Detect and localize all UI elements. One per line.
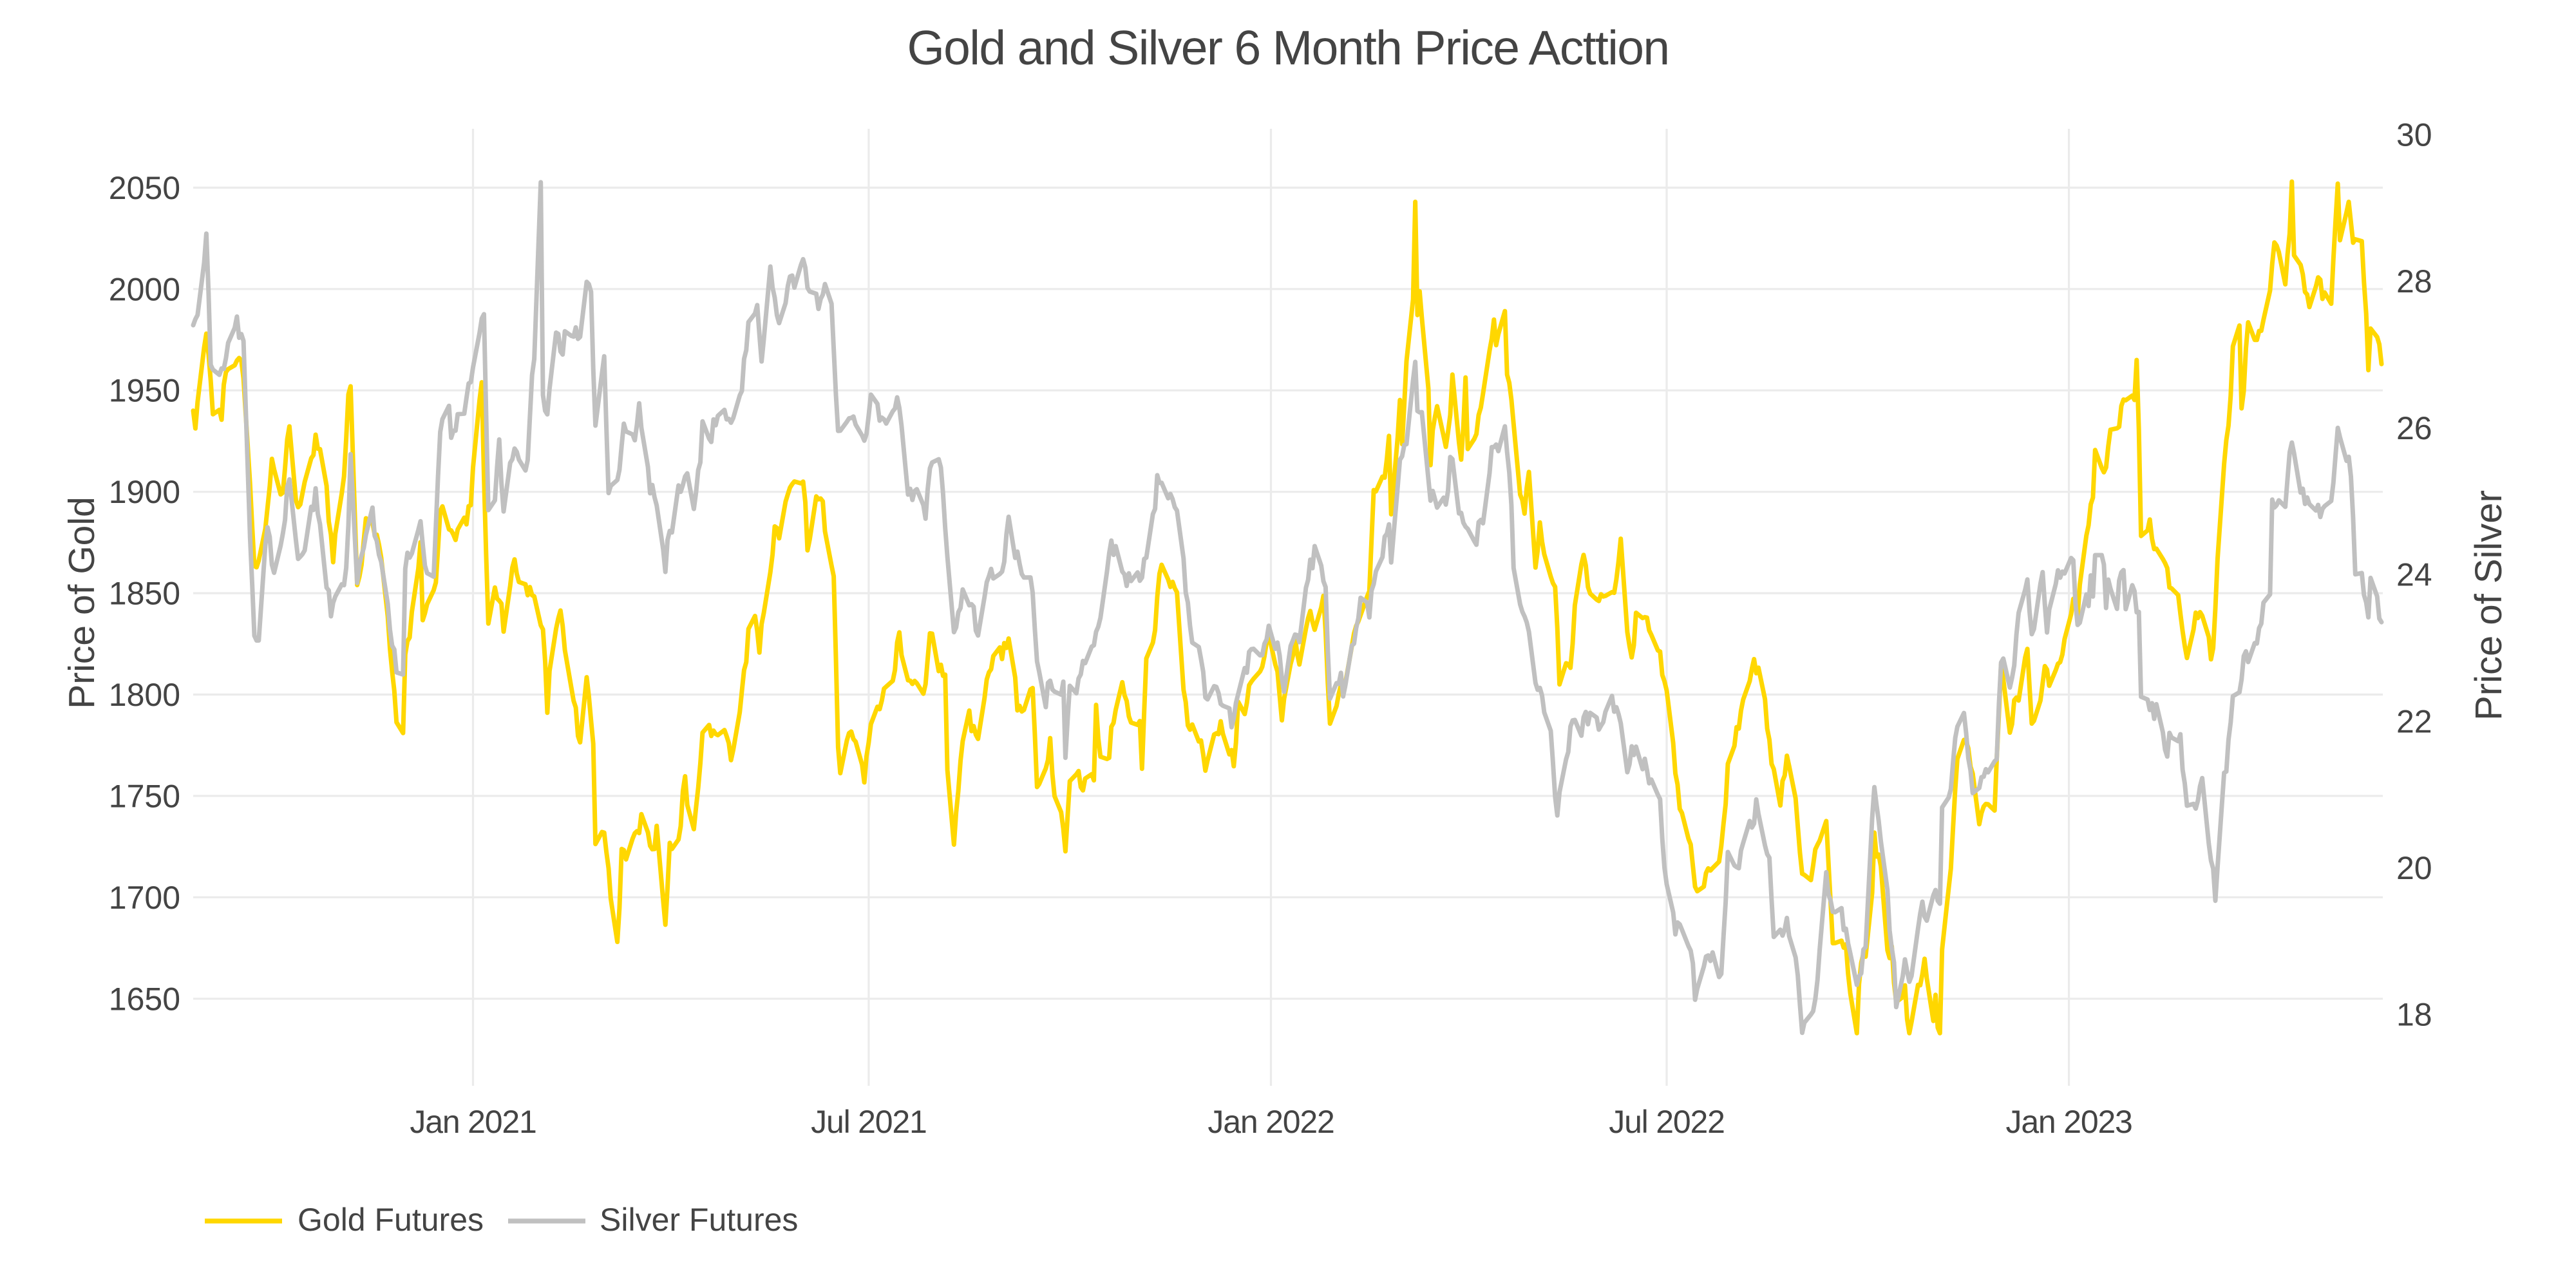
svg-text:Jul 2022: Jul 2022 <box>1609 1104 1724 1140</box>
svg-text:1700: 1700 <box>109 880 180 916</box>
svg-text:1800: 1800 <box>109 677 180 713</box>
svg-text:22: 22 <box>2396 703 2432 739</box>
svg-text:Jan 2023: Jan 2023 <box>2006 1104 2132 1140</box>
svg-text:30: 30 <box>2396 117 2432 153</box>
svg-text:2050: 2050 <box>109 170 180 206</box>
svg-text:Price of Gold: Price of Gold <box>61 497 102 708</box>
svg-text:18: 18 <box>2396 997 2432 1033</box>
svg-text:2000: 2000 <box>109 271 180 307</box>
svg-text:28: 28 <box>2396 263 2432 299</box>
svg-text:26: 26 <box>2396 410 2432 446</box>
svg-text:Jan 2021: Jan 2021 <box>410 1104 536 1140</box>
svg-text:1650: 1650 <box>109 981 180 1017</box>
svg-text:1750: 1750 <box>109 778 180 814</box>
svg-text:20: 20 <box>2396 850 2432 886</box>
svg-text:Price of Silver: Price of Silver <box>2468 490 2510 721</box>
svg-text:1850: 1850 <box>109 576 180 612</box>
svg-text:Gold Futures: Gold Futures <box>298 1202 484 1238</box>
svg-text:Silver Futures: Silver Futures <box>600 1202 798 1238</box>
svg-text:1900: 1900 <box>109 474 180 510</box>
svg-text:Jul 2021: Jul 2021 <box>811 1104 926 1140</box>
svg-text:Gold and Silver 6 Month Price: Gold and Silver 6 Month Price Acttion <box>907 21 1669 75</box>
svg-text:Jan 2022: Jan 2022 <box>1208 1104 1334 1140</box>
svg-text:24: 24 <box>2396 557 2432 593</box>
svg-text:1950: 1950 <box>109 373 180 409</box>
